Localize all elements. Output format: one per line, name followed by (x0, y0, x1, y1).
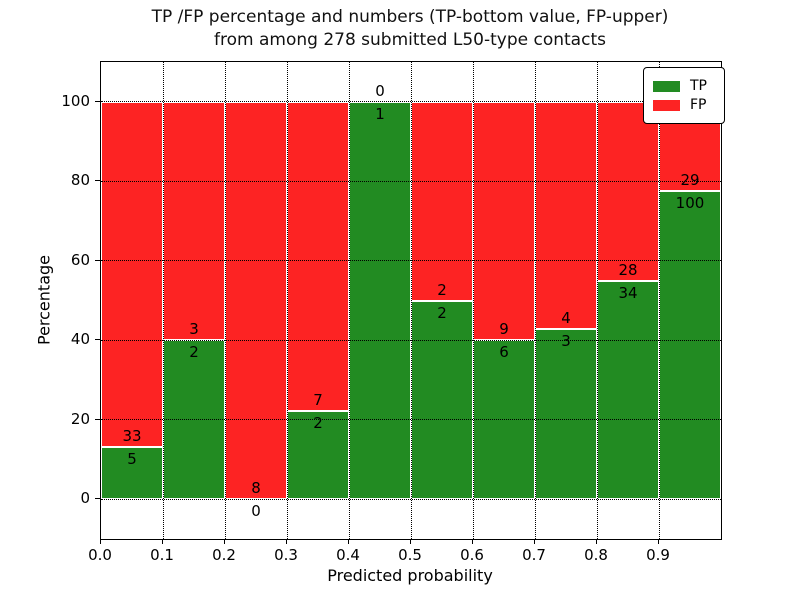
y-tick-label-0: 0 (80, 489, 90, 508)
y-tick-20 (95, 418, 100, 420)
x-tick-0.7 (534, 539, 535, 544)
fp-count-label-2: 8 (251, 479, 261, 498)
bar-segment-fp-5 (411, 101, 473, 301)
x-tick-0.8 (596, 539, 597, 544)
chart-title-line1: TP /FP percentage and numbers (TP-bottom… (151, 7, 669, 27)
bar-segment-tp-5 (411, 300, 473, 500)
tp-count-label-9: 100 (675, 194, 705, 213)
bar-segment-fp-6 (473, 101, 535, 341)
tp-count-label-3: 2 (313, 413, 323, 432)
legend-label-tp: TP (690, 78, 707, 94)
x-tick-0.4 (348, 539, 349, 544)
x-tick-label-0.3: 0.3 (274, 546, 298, 564)
x-tick-label-0.0: 0.0 (88, 546, 112, 564)
fp-count-label-9: 29 (680, 171, 700, 190)
gridline-y-0 (101, 498, 721, 500)
y-tick-0 (95, 498, 100, 500)
bar-segment-tp-7 (535, 328, 597, 500)
x-tick-0.6 (472, 539, 473, 544)
x-axis-label: Predicted probability (327, 566, 493, 585)
gridline-x-0.6 (472, 62, 474, 539)
gridline-y-60 (101, 260, 721, 262)
bar-segment-fp-1 (163, 101, 225, 341)
gridline-y-100 (101, 101, 721, 103)
fp-count-label-8: 28 (618, 261, 638, 280)
fp-count-label-7: 4 (561, 308, 571, 327)
bar-segment-fp-7 (535, 101, 597, 329)
y-tick-80 (95, 180, 100, 182)
bar-segment-fp-3 (287, 101, 349, 411)
tp-count-label-8: 34 (618, 284, 638, 303)
x-tick-label-0.4: 0.4 (336, 546, 360, 564)
legend-swatch-tp (653, 80, 680, 92)
gridline-y-20 (101, 419, 721, 421)
fp-count-label-3: 7 (313, 390, 323, 409)
x-tick-label-0.6: 0.6 (460, 546, 484, 564)
legend: TP FP (643, 67, 725, 124)
gridline-x-0.4 (348, 62, 350, 539)
fp-count-label-5: 2 (437, 280, 447, 299)
x-tick-0.3 (286, 539, 287, 544)
tp-count-label-6: 6 (499, 343, 509, 362)
x-tick-0.5 (410, 539, 411, 544)
tp-count-label-1: 2 (189, 343, 199, 362)
tp-count-label-5: 2 (437, 303, 447, 322)
legend-item-tp: TP (653, 78, 715, 94)
legend-label-fp: FP (690, 97, 707, 113)
gridline-x-0.3 (286, 62, 288, 539)
x-tick-0.9 (658, 539, 659, 544)
x-tick-label-0.2: 0.2 (212, 546, 236, 564)
bar-segment-fp-8 (597, 101, 659, 282)
y-tick-100 (95, 100, 100, 102)
tp-count-label-2: 0 (251, 502, 261, 521)
fp-count-label-4: 0 (375, 81, 385, 100)
y-tick-40 (95, 339, 100, 341)
x-tick-0.2 (224, 539, 225, 544)
tp-count-label-7: 3 (561, 331, 571, 350)
x-tick-0.1 (162, 539, 163, 544)
y-tick-label-80: 80 (70, 171, 90, 190)
y-tick-label-60: 60 (70, 250, 90, 269)
bar-segment-tp-9 (659, 191, 721, 500)
plot-area: TP FP 33 5 3 2 8 0 7 2 0 1 2 2 9 6 4 3 28 34 29 100 (100, 61, 725, 540)
gridline-x-0.2 (224, 62, 226, 539)
y-tick-label-100: 100 (61, 91, 90, 110)
gridline-x-0.1 (162, 62, 164, 539)
gridline-x-0.8 (596, 62, 598, 539)
legend-item-fp: FP (653, 97, 715, 113)
x-tick-label-0.5: 0.5 (398, 546, 422, 564)
chart-title-line2: from among 278 submitted L50-type contac… (214, 30, 606, 50)
x-tick-label-0.9: 0.9 (646, 546, 670, 564)
y-tick-60 (95, 259, 100, 261)
bar-segment-fp-2 (225, 101, 287, 500)
bar-segment-tp-0 (101, 446, 163, 500)
bar-segment-tp-4 (349, 101, 411, 500)
gridline-x-0.5 (410, 62, 412, 539)
x-tick-label-0.1: 0.1 (150, 546, 174, 564)
legend-swatch-fp (653, 99, 680, 111)
gridline-y-80 (101, 180, 721, 182)
gridline-x-0.7 (534, 62, 536, 539)
fp-count-label-1: 3 (189, 320, 199, 339)
gridline-y-40 (101, 339, 721, 341)
bar-segment-tp-3 (287, 410, 349, 500)
x-tick-label-0.8: 0.8 (584, 546, 608, 564)
fp-count-label-6: 9 (499, 320, 509, 339)
tp-count-label-0: 5 (127, 449, 137, 468)
x-tick-0.0 (100, 539, 101, 544)
fp-count-label-0: 33 (122, 426, 142, 445)
x-tick-label-0.7: 0.7 (522, 546, 546, 564)
y-tick-label-20: 20 (70, 409, 90, 428)
bar-segment-tp-8 (597, 281, 659, 500)
gridline-x-0.9 (658, 62, 660, 539)
y-tick-label-40: 40 (70, 330, 90, 349)
tp-count-label-4: 1 (375, 104, 385, 123)
chart-title: TP /FP percentage and numbers (TP-bottom… (20, 6, 800, 52)
bar-segment-fp-0 (101, 101, 163, 447)
